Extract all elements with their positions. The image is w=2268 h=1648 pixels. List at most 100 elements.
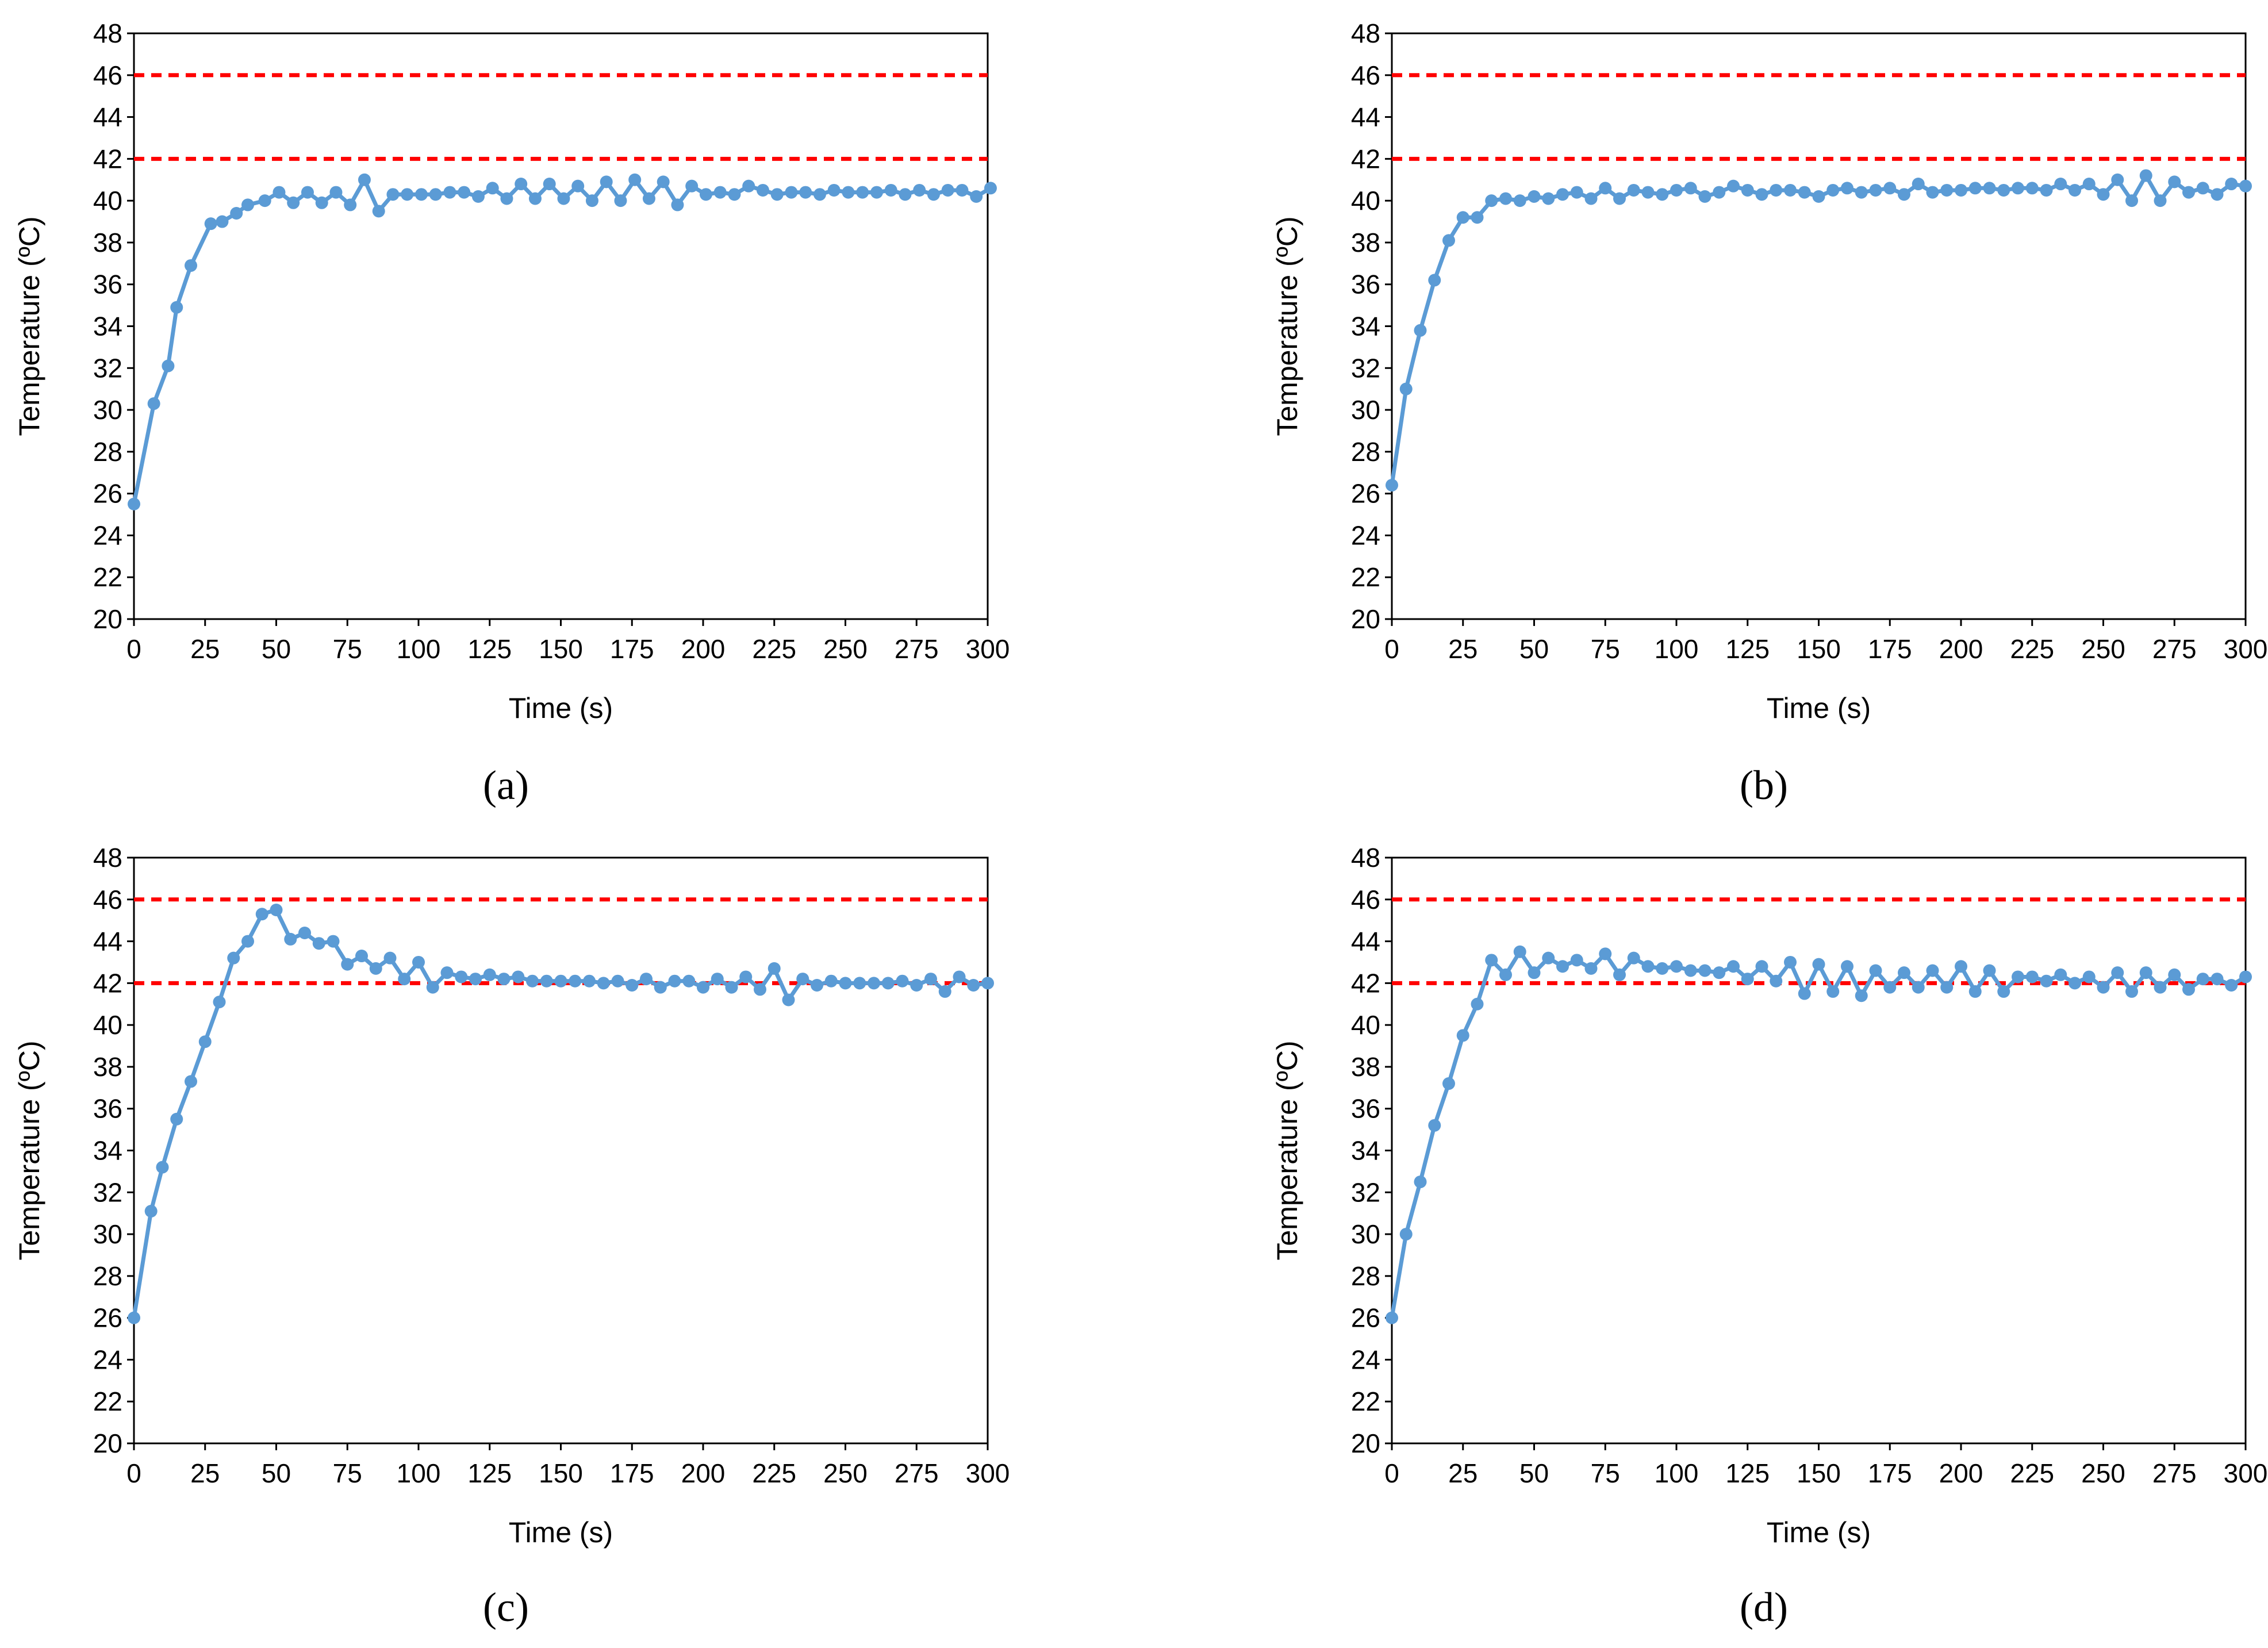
data-point <box>2025 182 2039 195</box>
x-tick-label: 50 <box>262 1458 291 1488</box>
x-tick-label: 150 <box>1797 634 1841 664</box>
data-point <box>1770 183 1783 197</box>
x-tick-label: 250 <box>2081 634 2125 664</box>
data-point <box>315 196 328 209</box>
x-tick-label: 275 <box>895 1458 939 1488</box>
data-point <box>896 974 909 988</box>
chart-panel-b: 20 22 24 26 28 30 32 34 36 38 40 42 44 46 48 0 25 50 75 100… <box>1271 18 2267 808</box>
y-tick-label: 22 <box>93 1386 122 1416</box>
data-point <box>742 179 755 193</box>
y-tick-label: 46 <box>93 885 122 915</box>
data-point <box>827 183 841 197</box>
x-tick-label: 300 <box>966 634 1010 664</box>
data-point <box>984 182 997 195</box>
data-point <box>327 935 340 948</box>
y-tick-label: 42 <box>1351 968 1380 998</box>
y-tick-label: 24 <box>1351 1344 1380 1374</box>
y-tick-label: 38 <box>1351 228 1380 258</box>
y-tick-label: 28 <box>1351 437 1380 467</box>
data-point <box>198 1035 212 1048</box>
data-point <box>554 974 567 988</box>
data-point <box>600 175 613 189</box>
data-point <box>1968 985 1982 998</box>
data-point <box>981 977 994 990</box>
data-point <box>344 198 357 212</box>
data-point <box>938 985 951 998</box>
data-point <box>1613 968 1626 981</box>
data-point <box>1428 274 1441 287</box>
y-tick-label: 44 <box>1351 102 1380 132</box>
y-tick-label: 30 <box>93 1219 122 1249</box>
data-point <box>611 974 624 988</box>
data-point <box>770 188 784 201</box>
data-point <box>756 183 769 197</box>
data-point <box>571 179 585 193</box>
data-point <box>2239 970 2252 984</box>
x-tick-label: 175 <box>1868 1458 1912 1488</box>
data-point <box>270 903 283 916</box>
data-point <box>1641 960 1655 973</box>
data-point <box>144 1205 158 1218</box>
data-point <box>1798 987 1811 1000</box>
data-point <box>767 962 781 975</box>
y-tick-label: 26 <box>1351 479 1380 509</box>
x-tick-label: 300 <box>966 1458 1010 1488</box>
data-point <box>1414 324 1427 337</box>
data-point <box>415 188 428 201</box>
data-point <box>147 397 160 410</box>
data-point <box>1727 179 1740 193</box>
data-point <box>2211 188 2224 201</box>
data-point <box>2139 169 2152 182</box>
data-point <box>754 983 766 996</box>
plot-area <box>1391 856 2247 1445</box>
x-tick-label: 0 <box>126 1458 141 1488</box>
data-point <box>628 173 642 186</box>
data-point <box>739 970 753 984</box>
data-point <box>870 186 883 199</box>
data-point <box>2125 194 2138 208</box>
data-point <box>1940 183 1954 197</box>
y-tick-label: 40 <box>93 186 122 216</box>
y-tick-label: 40 <box>1351 1010 1380 1040</box>
data-point <box>711 973 724 986</box>
x-tick-label: 25 <box>1448 1458 1478 1488</box>
y-tick-label: 28 <box>93 437 122 467</box>
data-point <box>1784 955 1797 969</box>
y-tick-label: 26 <box>1351 1303 1380 1333</box>
data-point <box>654 981 667 994</box>
data-point <box>2082 178 2096 191</box>
x-tick-label: 200 <box>1939 1458 1983 1488</box>
y-tick-label: 26 <box>93 1303 122 1333</box>
data-point <box>515 178 528 191</box>
x-tick-label: 0 <box>1384 1458 1399 1488</box>
y-tick-label: 34 <box>93 312 122 341</box>
y-tick-label: 42 <box>93 144 122 174</box>
data-point <box>204 217 217 231</box>
data-point <box>2040 974 2053 988</box>
data-point <box>657 175 670 189</box>
x-tick-label: 150 <box>1797 1458 1841 1488</box>
x-tick-label: 75 <box>333 1458 362 1488</box>
x-tick-label: 75 <box>1591 634 1620 664</box>
y-axis-label: Temperature (ºC) <box>13 216 45 436</box>
x-tick-label: 100 <box>397 1458 441 1488</box>
data-point <box>2154 194 2167 208</box>
data-point <box>372 205 385 218</box>
data-point <box>899 188 912 201</box>
data-point <box>1968 182 1982 195</box>
x-axis-label: Time (s) <box>509 692 613 724</box>
y-tick-label: 42 <box>1351 144 1380 174</box>
y-tick-label: 32 <box>1351 353 1380 383</box>
data-point <box>2225 978 2238 992</box>
data-point <box>2012 182 2024 195</box>
data-point <box>1556 960 1569 973</box>
data-point <box>824 974 838 988</box>
data-point <box>312 937 325 950</box>
data-point <box>426 981 439 994</box>
x-tick-label: 75 <box>333 634 362 664</box>
data-point <box>1428 1119 1441 1132</box>
data-point <box>682 974 696 988</box>
data-point <box>1499 968 1512 981</box>
x-tick-label: 300 <box>2224 634 2268 664</box>
